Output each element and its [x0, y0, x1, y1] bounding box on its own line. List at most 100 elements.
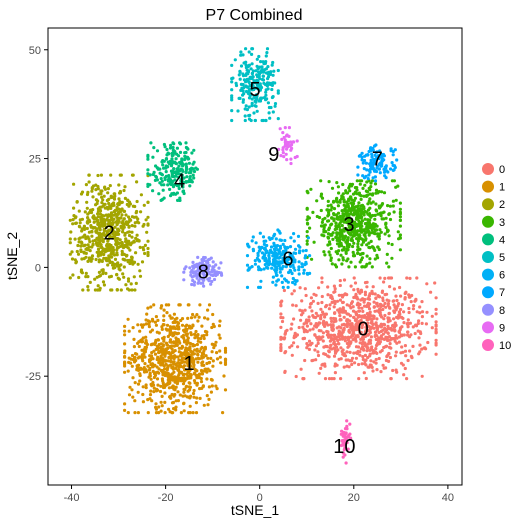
data-point — [328, 303, 332, 307]
data-point — [363, 232, 367, 236]
data-point — [378, 313, 382, 317]
data-point — [329, 323, 333, 327]
data-point — [68, 252, 72, 256]
data-point — [350, 362, 354, 367]
data-point — [210, 325, 214, 330]
data-point — [268, 116, 272, 120]
data-point — [194, 329, 198, 334]
data-point — [100, 201, 104, 205]
data-point — [267, 259, 271, 263]
data-point — [364, 174, 368, 178]
data-point — [187, 357, 191, 362]
data-point — [94, 188, 98, 192]
data-point — [267, 111, 271, 115]
data-point — [379, 230, 383, 234]
data-point — [349, 260, 353, 264]
data-point — [203, 316, 207, 320]
data-point — [102, 233, 106, 237]
data-point — [386, 170, 390, 174]
data-point — [361, 186, 365, 190]
data-point — [360, 362, 364, 366]
data-point — [386, 338, 390, 343]
data-point — [159, 363, 163, 367]
data-point — [115, 214, 119, 218]
data-point — [309, 342, 313, 346]
data-point — [361, 251, 365, 256]
data-point — [335, 227, 339, 231]
data-point — [286, 285, 290, 289]
cluster-label-4: 4 — [174, 170, 185, 192]
data-point — [135, 180, 139, 184]
data-point — [223, 388, 228, 392]
data-point — [266, 266, 270, 270]
data-point — [130, 215, 134, 219]
data-point — [181, 189, 186, 193]
data-point — [154, 402, 158, 406]
data-point — [375, 309, 379, 313]
data-point — [266, 101, 270, 105]
data-point — [402, 310, 406, 314]
legend-swatch — [482, 233, 494, 246]
data-point — [367, 294, 371, 298]
data-point — [354, 339, 358, 343]
data-point — [210, 350, 214, 354]
data-point — [182, 340, 187, 344]
data-point — [101, 237, 105, 241]
data-point — [395, 315, 399, 319]
data-point — [297, 272, 301, 276]
data-point — [115, 264, 120, 268]
data-point — [204, 367, 208, 371]
data-point — [188, 367, 192, 371]
data-point — [91, 226, 95, 230]
x-tick-label: 20 — [348, 492, 360, 504]
data-point — [389, 167, 393, 171]
data-point — [329, 203, 333, 207]
data-point — [136, 364, 140, 369]
data-point — [292, 341, 296, 345]
data-point — [356, 324, 360, 328]
data-point — [149, 141, 153, 145]
data-point — [99, 192, 103, 196]
data-point — [186, 316, 190, 320]
data-point — [359, 197, 363, 201]
data-point — [336, 204, 340, 208]
data-point — [381, 298, 385, 303]
data-point — [79, 192, 84, 196]
data-point — [230, 96, 234, 100]
data-point — [361, 265, 365, 269]
data-point — [301, 249, 305, 253]
data-point — [171, 400, 176, 405]
data-point — [333, 371, 337, 375]
data-point — [255, 83, 259, 87]
data-point — [94, 241, 99, 245]
data-point — [242, 61, 246, 65]
data-point — [341, 300, 345, 305]
data-point — [289, 157, 293, 161]
data-point — [146, 239, 150, 243]
data-point — [424, 347, 428, 351]
data-point — [323, 223, 327, 227]
data-point — [271, 73, 275, 77]
data-point — [193, 348, 197, 352]
legend-label: 7 — [499, 287, 505, 299]
cluster-8-points — [182, 255, 224, 288]
data-point — [222, 374, 226, 378]
data-point — [76, 252, 81, 256]
x-tick-label: 40 — [442, 492, 454, 504]
data-point — [338, 307, 342, 311]
data-point — [117, 267, 121, 271]
data-point — [122, 222, 126, 226]
data-point — [388, 285, 392, 289]
data-point — [344, 250, 348, 254]
data-point — [313, 333, 317, 337]
data-point — [112, 230, 116, 234]
data-point — [173, 326, 177, 331]
data-point — [193, 263, 197, 267]
data-point — [340, 209, 345, 213]
data-point — [152, 303, 156, 307]
data-point — [369, 314, 373, 318]
data-point — [339, 253, 343, 257]
data-point — [344, 461, 348, 465]
data-point — [182, 409, 186, 413]
data-point — [196, 333, 200, 337]
